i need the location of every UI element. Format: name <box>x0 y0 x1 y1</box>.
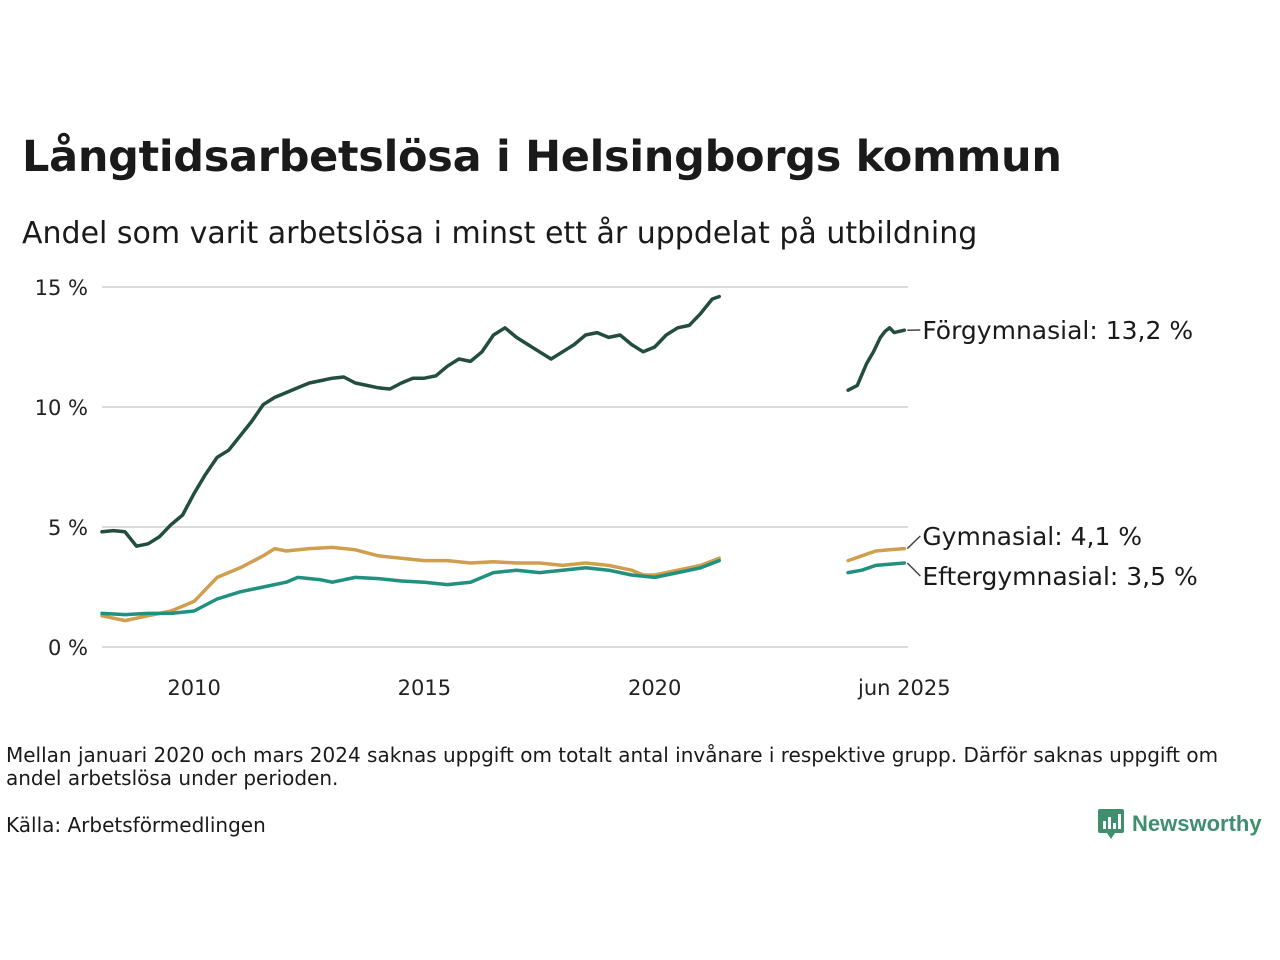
series-line-f-rgymnasial-segment-0 <box>100 294 721 548</box>
series-line-f-rgymnasial-segment-1 <box>846 326 907 392</box>
series-end-label-f-rgymnasial: Förgymnasial: 13,2 % <box>922 316 1193 345</box>
label-connector-eftergymnasial <box>906 562 921 577</box>
series-end-label-gymnasial: Gymnasial: 4,1 % <box>922 522 1142 551</box>
y-tick-label-3: 15 % <box>35 276 88 300</box>
source-credit: Källa: Arbetsförmedlingen <box>6 813 266 837</box>
x-tick-label-3: jun 2025 <box>857 676 951 700</box>
x-tick-label-1: 2015 <box>398 676 451 700</box>
brand-name: Newsworthy <box>1132 811 1262 836</box>
series-line-gymnasial-segment-1 <box>846 546 907 563</box>
brand-logo[interactable]: Newsworthy <box>1098 808 1262 840</box>
series-end-label-eftergymnasial: Eftergymnasial: 3,5 % <box>922 562 1197 591</box>
chart-subtitle: Andel som varit arbetslösa i minst ett å… <box>22 216 978 251</box>
y-tick-label-0: 0 % <box>48 636 88 660</box>
series-lines <box>100 294 907 623</box>
x-tick-label-0: 2010 <box>167 676 220 700</box>
chart-title: Långtidsarbetslösa i Helsingborgs kommun <box>22 132 1062 182</box>
y-tick-label-1: 5 % <box>48 516 88 540</box>
footnote: Mellan januari 2020 och mars 2024 saknas… <box>6 743 1219 790</box>
x-tick-label-2: 2020 <box>628 676 681 700</box>
line-chart: 0 % 5 % 10 % 15 % 2010 2015 2020 jun 2025 Förg… <box>35 276 1198 700</box>
bar-chart-speech-bubble-icon <box>1098 809 1124 839</box>
label-connector-gymnasial <box>906 535 921 550</box>
y-tick-label-2: 10 % <box>35 396 88 420</box>
series-end-labels: Förgymnasial: 13,2 % Gymnasial: 4,1 % Efte… <box>906 316 1198 591</box>
series-line-gymnasial-segment-0 <box>100 545 721 623</box>
y-axis-labels: 0 % 5 % 10 % 15 % <box>35 276 88 660</box>
gridlines <box>102 286 908 648</box>
series-line-eftergymnasial-segment-0 <box>100 558 721 617</box>
series-line-eftergymnasial-segment-1 <box>846 561 907 575</box>
x-axis-labels: 2010 2015 2020 jun 2025 <box>167 676 950 700</box>
